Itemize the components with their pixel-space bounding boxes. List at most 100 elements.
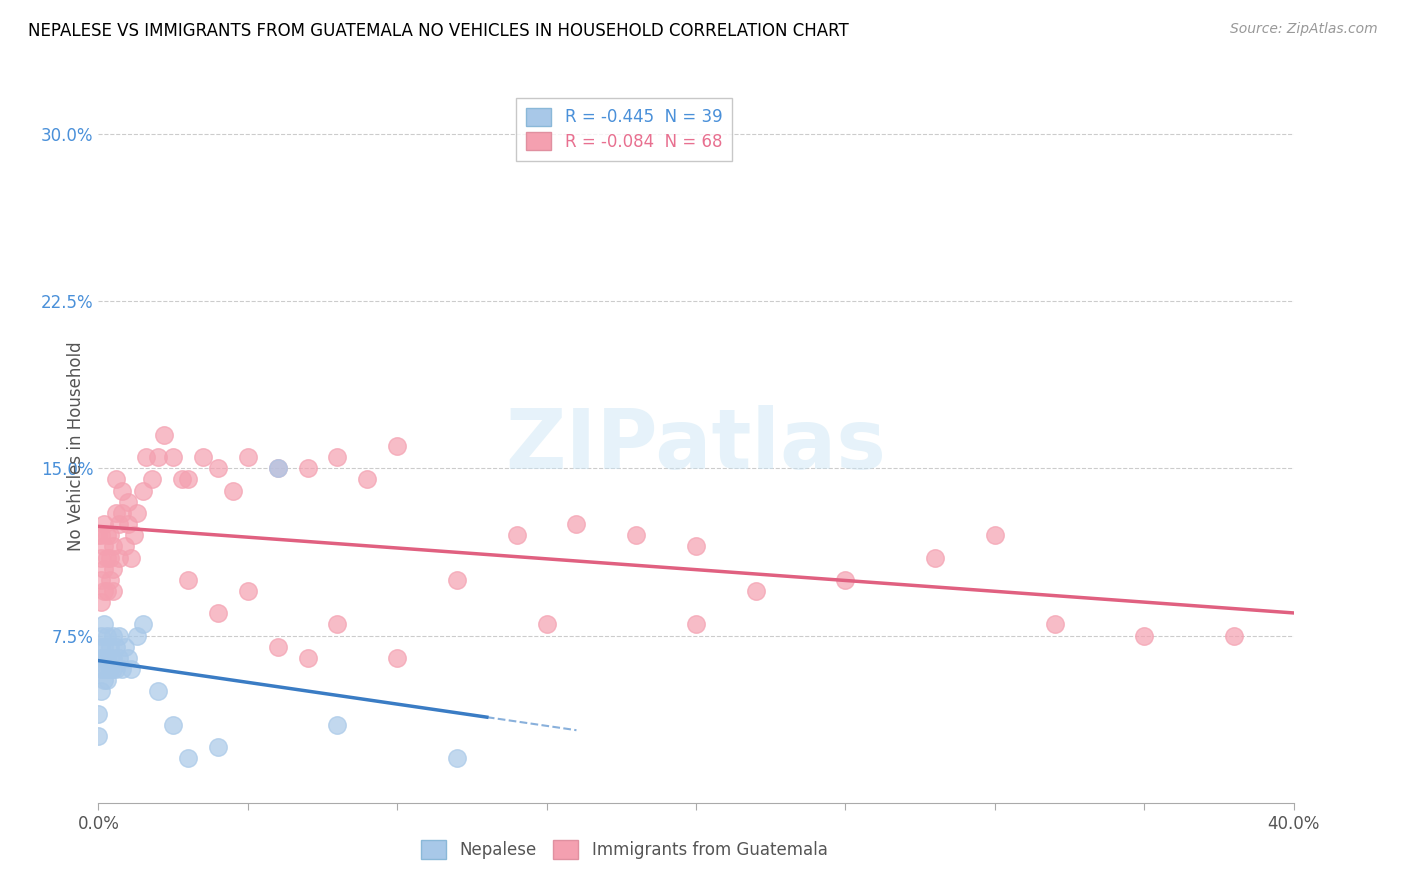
Point <box>162 450 184 464</box>
Point <box>446 751 468 765</box>
Point <box>114 640 136 654</box>
Point <box>90 640 112 654</box>
Point <box>222 483 245 498</box>
Point <box>96 628 118 642</box>
Point <box>127 506 149 520</box>
Point <box>162 717 184 731</box>
Point <box>124 528 146 542</box>
Point <box>506 528 529 542</box>
Point <box>117 651 139 665</box>
Point <box>93 673 115 687</box>
Point <box>93 583 115 598</box>
Point <box>105 506 128 520</box>
Point <box>96 550 118 565</box>
Point <box>98 640 122 654</box>
Point <box>120 662 142 676</box>
Point <box>626 528 648 542</box>
Point <box>98 662 122 676</box>
Point <box>108 550 131 565</box>
Point <box>105 640 128 654</box>
Point <box>93 562 115 576</box>
Point <box>148 684 170 698</box>
Point <box>93 640 115 654</box>
Point <box>177 573 200 587</box>
Point <box>105 473 128 487</box>
Point <box>96 583 118 598</box>
Point <box>685 617 707 632</box>
Point <box>103 662 125 676</box>
Text: NEPALESE VS IMMIGRANTS FROM GUATEMALA NO VEHICLES IN HOUSEHOLD CORRELATION CHART: NEPALESE VS IMMIGRANTS FROM GUATEMALA NO… <box>28 22 849 40</box>
Point <box>685 539 707 553</box>
Point <box>93 662 115 676</box>
Point <box>111 662 134 676</box>
Point <box>93 539 115 553</box>
Point <box>108 516 131 531</box>
Point <box>297 651 319 665</box>
Point <box>90 628 112 642</box>
Point <box>93 617 115 632</box>
Point <box>267 461 290 475</box>
Point <box>207 607 229 621</box>
Point <box>236 583 259 598</box>
Point <box>191 450 214 464</box>
Text: Source: ZipAtlas.com: Source: ZipAtlas.com <box>1230 22 1378 37</box>
Point <box>93 516 115 531</box>
Point <box>103 628 125 642</box>
Point <box>96 673 118 687</box>
Point <box>87 528 110 542</box>
Point <box>135 450 157 464</box>
Legend: Nepalese, Immigrants from Guatemala: Nepalese, Immigrants from Guatemala <box>415 834 834 866</box>
Point <box>98 528 122 542</box>
Point <box>93 651 115 665</box>
Point <box>536 617 558 632</box>
Point <box>90 573 112 587</box>
Point <box>98 550 122 565</box>
Point <box>267 640 290 654</box>
Point <box>141 473 163 487</box>
Y-axis label: No Vehicles in Household: No Vehicles in Household <box>66 341 84 551</box>
Point <box>132 617 155 632</box>
Point <box>132 483 155 498</box>
Point <box>105 662 128 676</box>
Point <box>984 528 1007 542</box>
Point <box>385 651 409 665</box>
Point <box>90 550 112 565</box>
Point <box>98 573 122 587</box>
Point <box>90 595 112 609</box>
Point <box>96 528 118 542</box>
Point <box>1223 628 1246 642</box>
Point <box>1043 617 1066 632</box>
Point <box>87 706 110 721</box>
Point <box>326 617 349 632</box>
Point <box>98 651 122 665</box>
Point <box>177 751 200 765</box>
Point <box>565 516 588 531</box>
Point <box>90 684 112 698</box>
Point <box>148 450 170 464</box>
Point <box>111 506 134 520</box>
Point <box>114 539 136 553</box>
Point <box>924 550 946 565</box>
Point <box>103 583 125 598</box>
Point <box>103 562 125 576</box>
Point <box>207 740 229 755</box>
Point <box>745 583 768 598</box>
Point <box>177 473 200 487</box>
Point <box>385 439 409 453</box>
Point <box>90 528 112 542</box>
Text: ZIPatlas: ZIPatlas <box>506 406 886 486</box>
Point <box>153 427 176 442</box>
Point <box>356 473 378 487</box>
Point <box>297 461 319 475</box>
Point <box>326 450 349 464</box>
Point <box>127 628 149 642</box>
Point <box>96 651 118 665</box>
Point <box>1133 628 1156 642</box>
Point <box>172 473 194 487</box>
Point <box>446 573 468 587</box>
Point <box>120 550 142 565</box>
Point <box>103 539 125 553</box>
Point <box>96 662 118 676</box>
Point <box>834 573 856 587</box>
Point <box>111 483 134 498</box>
